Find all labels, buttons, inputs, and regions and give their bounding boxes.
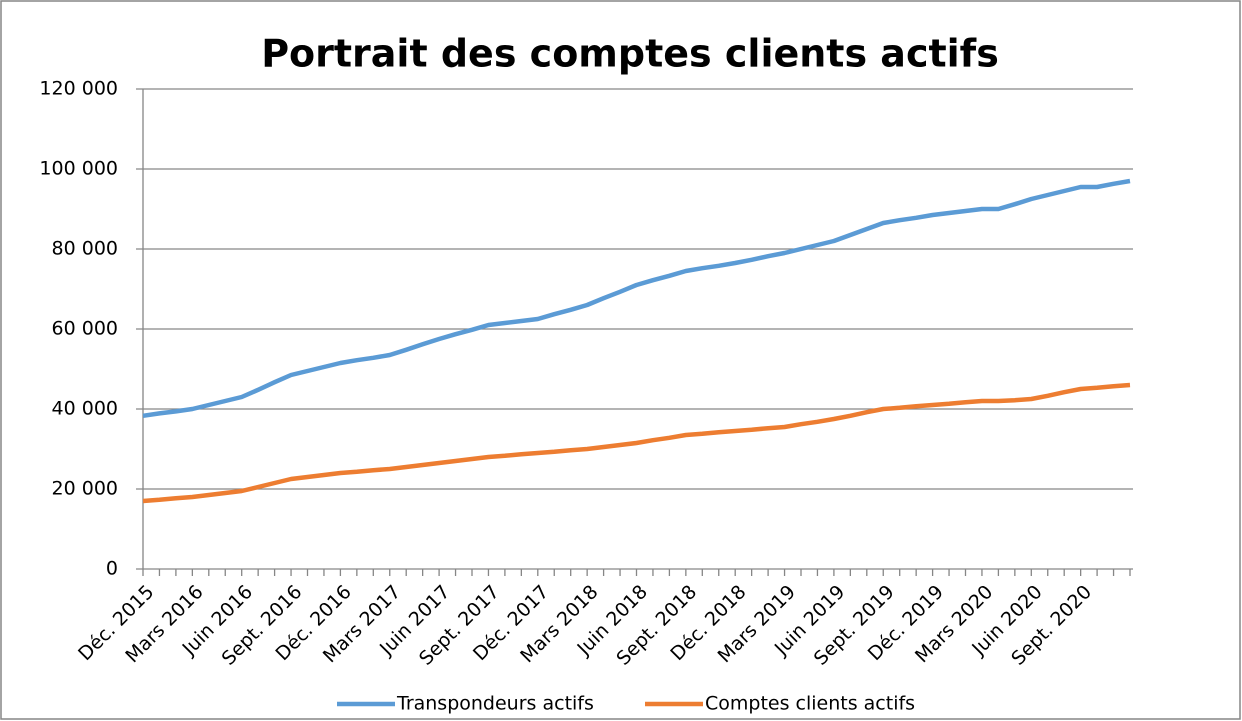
y-tick-label: 100 000	[39, 158, 118, 180]
y-tick-label: 20 000	[52, 478, 118, 500]
line-series	[142, 382, 1131, 504]
legend-label: Transpondeurs actifs	[396, 693, 594, 715]
chart-title: Portrait des comptes clients actifs	[261, 32, 999, 76]
y-tick-label: 40 000	[52, 398, 118, 420]
legend-label: Comptes clients actifs	[705, 693, 915, 715]
y-tick-label: 60 000	[52, 318, 118, 340]
y-tick-label: 80 000	[52, 238, 118, 260]
line-series	[142, 178, 1131, 419]
y-tick-label: 0	[106, 558, 118, 580]
y-tick-label: 120 000	[39, 78, 118, 100]
